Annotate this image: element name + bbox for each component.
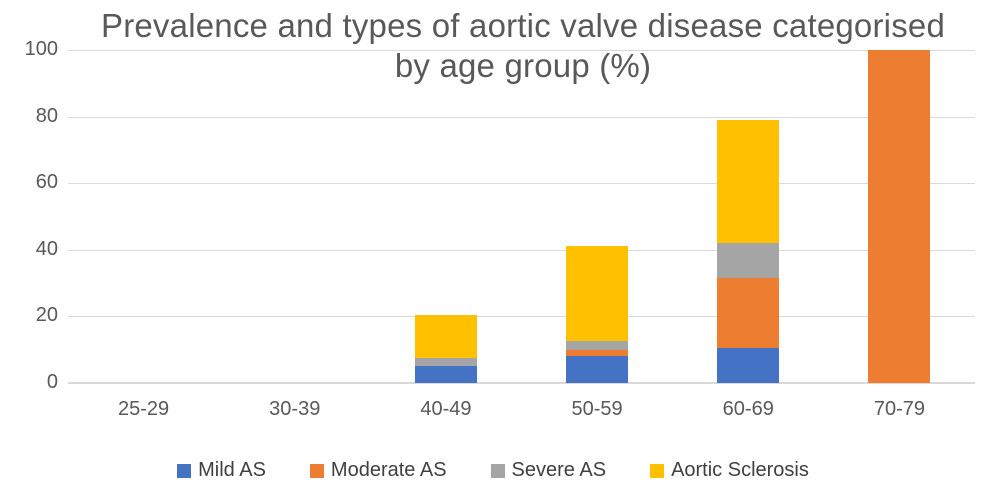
mild-as-swatch-icon <box>177 463 192 478</box>
x-tick-label: 50-59 <box>571 398 623 420</box>
gridline <box>68 183 975 185</box>
bar-segment <box>414 358 477 367</box>
y-tick-label: 0 <box>46 371 58 393</box>
chart-title: Prevalence and types of aortic valve dis… <box>100 7 945 84</box>
gridline <box>68 316 975 318</box>
legend-label: Moderate AS <box>330 459 447 481</box>
y-tick-label: 60 <box>35 171 58 194</box>
x-tick-label: 25-29 <box>118 398 170 420</box>
x-tick-label: 30-39 <box>269 398 321 420</box>
bar-segment <box>717 243 780 279</box>
bar-segment <box>717 348 780 383</box>
bar-segment <box>414 366 477 383</box>
legend-label: Severe AS <box>511 459 607 481</box>
bar-segment <box>566 341 629 350</box>
x-tick-label: 40-49 <box>420 398 472 420</box>
x-tick-label: 60-69 <box>722 398 774 420</box>
y-tick-label: 80 <box>35 104 58 127</box>
legend-item-mild-as: Mild AS <box>177 459 266 482</box>
gridline <box>68 116 975 118</box>
bar-segment <box>566 356 629 383</box>
chart-legend: Mild AS Moderate AS Severe AS Aortic Scl… <box>0 459 986 482</box>
x-tick-label: 70-79 <box>873 398 925 420</box>
severe-as-swatch-icon <box>490 463 505 478</box>
gridline <box>68 50 975 51</box>
bar-segment <box>566 349 629 357</box>
legend-item-severe-as: Severe AS <box>490 459 607 482</box>
bar-segment <box>868 50 931 383</box>
bar-segment <box>414 314 477 359</box>
legend-item-moderate-as: Moderate AS <box>309 459 447 482</box>
y-tick-label: 40 <box>35 237 58 260</box>
legend-label: Mild AS <box>198 459 266 481</box>
legend-item-aortic-sclerosis: Aortic Sclerosis <box>650 459 809 482</box>
bar-segment <box>717 119 780 244</box>
bar-segment <box>717 278 780 349</box>
bar-segment <box>566 246 629 342</box>
y-tick-label: 100 <box>24 38 58 60</box>
x-axis-line <box>68 382 975 384</box>
y-tick-label: 20 <box>35 304 58 327</box>
gridline <box>68 249 975 251</box>
legend-label: Aortic Sclerosis <box>671 459 809 481</box>
moderate-as-swatch-icon <box>309 463 324 478</box>
aortic-sclerosis-swatch-icon <box>650 463 665 478</box>
